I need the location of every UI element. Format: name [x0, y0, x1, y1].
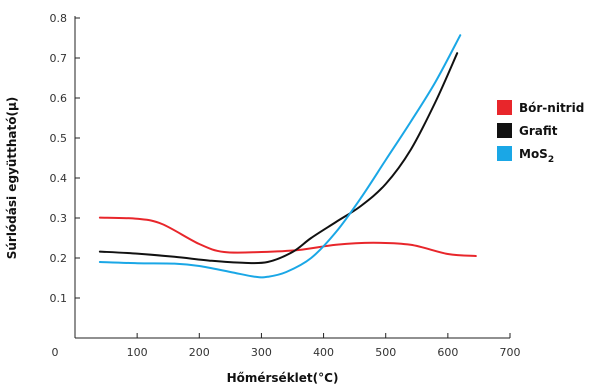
y-tick-label: 0.8	[50, 12, 68, 25]
legend-label-mos: MoS2	[519, 147, 554, 165]
x-tick-label: 0	[52, 346, 59, 359]
y-tick-label: 0.2	[50, 252, 68, 265]
x-tick-label: 400	[313, 346, 334, 359]
x-tick-label: 200	[189, 346, 210, 359]
axes: 0 100 200 300 400 500 600 700 0.10.20.30.40.50.…	[50, 12, 521, 359]
x-tick-label: 500	[375, 346, 396, 359]
y-axis-ticks: 0.1 0.2 0.3 0.4 0.5 0.6 0.7 0.8	[50, 12, 80, 305]
x-axis-ticks: 0 100 200 300 400 500 600 700	[52, 333, 521, 359]
legend-swatch-mos	[497, 146, 512, 161]
legend-swatch-b-r-nitrid	[497, 100, 512, 115]
y-tick-label: 0.6	[50, 92, 68, 105]
legend-swatch-grafit	[497, 123, 512, 138]
y-tick-label: 0.3	[50, 212, 68, 225]
series-line-grafit	[98, 52, 459, 265]
legend: Bór-nitrid Grafit MoS2	[497, 100, 584, 165]
series-line-mos	[98, 34, 462, 279]
y-tick-label: 0.7	[50, 52, 68, 65]
legend-label-grafit: Grafit	[519, 124, 558, 138]
series-lines	[98, 34, 477, 279]
x-tick-label: 600	[437, 346, 458, 359]
y-axis-title: Súrlódási együttható(μ)	[5, 97, 19, 260]
x-tick-label: 700	[500, 346, 521, 359]
legend-label-b-r-nitrid: Bór-nitrid	[519, 101, 584, 115]
series-line-b-r-nitrid	[98, 216, 477, 257]
x-tick-label: 100	[127, 346, 148, 359]
y-tick-label: 0.5	[50, 132, 68, 145]
y-tick-label: 0.4	[50, 172, 68, 185]
x-tick-label: 300	[251, 346, 272, 359]
y-tick-label: 0.1	[50, 292, 68, 305]
x-axis-title: Hőmérséklet(°C)	[227, 371, 339, 385]
